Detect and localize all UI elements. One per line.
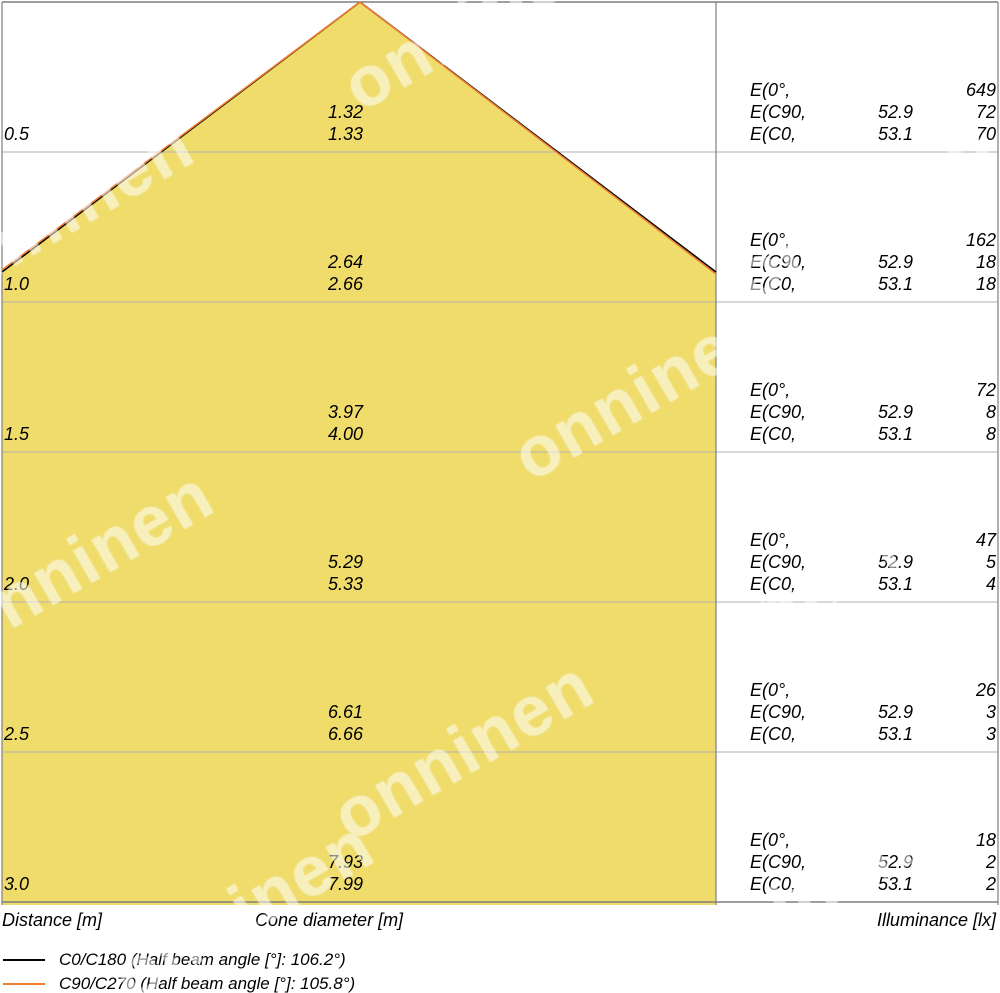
e0-label: E(0°, <box>750 830 790 851</box>
distance-value: 0.5 <box>4 124 29 145</box>
ec90-angle: 52.9 <box>878 102 913 123</box>
ec0-angle: 53.1 <box>878 124 913 145</box>
ec0-label: E(C0, <box>750 274 796 295</box>
e0-value: 72 <box>976 380 996 401</box>
ec90-value: 5 <box>986 552 996 573</box>
ec0-label: E(C0, <box>750 874 796 895</box>
distance-value: 1.0 <box>4 274 29 295</box>
legend-text-c0: C0/C180 (Half beam angle [°]: 106.2°) <box>59 950 346 970</box>
ec0-label: E(C0, <box>750 124 796 145</box>
e0-label: E(0°, <box>750 80 790 101</box>
cone-diameter-bot: 1.33 <box>328 124 363 145</box>
e0-value: 47 <box>976 530 996 551</box>
legend-line-c90 <box>3 983 45 985</box>
cone-diameter-top: 5.29 <box>328 552 363 573</box>
cone-diameter-bot: 2.66 <box>328 274 363 295</box>
ec90-label: E(C90, <box>750 702 806 723</box>
ec0-angle: 53.1 <box>878 574 913 595</box>
ec0-label: E(C0, <box>750 724 796 745</box>
legend-line-c0 <box>3 959 45 961</box>
ec90-value: 18 <box>976 252 996 273</box>
legend-c0: C0/C180 (Half beam angle [°]: 106.2°) <box>3 950 346 970</box>
e0-label: E(0°, <box>750 530 790 551</box>
ec0-angle: 53.1 <box>878 424 913 445</box>
e0-value: 162 <box>966 230 996 251</box>
cone-diameter-bot: 6.66 <box>328 724 363 745</box>
legend-c90: C90/C270 (Half beam angle [°]: 105.8°) <box>3 974 355 993</box>
legend-text-c90: C90/C270 (Half beam angle [°]: 105.8°) <box>59 974 355 993</box>
axis-illuminance: Illuminance [lx] <box>877 910 996 931</box>
ec90-value: 3 <box>986 702 996 723</box>
axis-cone: Cone diameter [m] <box>255 910 403 931</box>
ec90-label: E(C90, <box>750 402 806 423</box>
ec0-label: E(C0, <box>750 574 796 595</box>
e0-value: 26 <box>976 680 996 701</box>
ec0-label: E(C0, <box>750 424 796 445</box>
cone-diameter-bot: 5.33 <box>328 574 363 595</box>
ec90-angle: 52.9 <box>878 552 913 573</box>
ec90-label: E(C90, <box>750 252 806 273</box>
ec0-value: 70 <box>976 124 996 145</box>
axis-distance: Distance [m] <box>2 910 102 931</box>
cone-diameter-top: 2.64 <box>328 252 363 273</box>
ec90-label: E(C90, <box>750 102 806 123</box>
distance-value: 2.5 <box>4 724 29 745</box>
distance-value: 3.0 <box>4 874 29 895</box>
ec0-value: 3 <box>986 724 996 745</box>
cone-diameter-bot: 7.99 <box>328 874 363 895</box>
cone-diameter-top: 7.93 <box>328 852 363 873</box>
ec90-label: E(C90, <box>750 852 806 873</box>
e0-label: E(0°, <box>750 680 790 701</box>
ec90-angle: 52.9 <box>878 252 913 273</box>
cone-chart: 0.51.321.33E(0°,E(C90,E(C0,52.953.164972… <box>0 0 1000 993</box>
ec0-angle: 53.1 <box>878 724 913 745</box>
ec90-value: 72 <box>976 102 996 123</box>
ec90-value: 2 <box>986 852 996 873</box>
distance-value: 2.0 <box>4 574 29 595</box>
distance-value: 1.5 <box>4 424 29 445</box>
cone-diameter-top: 3.97 <box>328 402 363 423</box>
ec0-value: 18 <box>976 274 996 295</box>
cone-diameter-top: 6.61 <box>328 702 363 723</box>
e0-label: E(0°, <box>750 230 790 251</box>
ec0-angle: 53.1 <box>878 874 913 895</box>
e0-value: 649 <box>966 80 996 101</box>
ec90-angle: 52.9 <box>878 702 913 723</box>
e0-label: E(0°, <box>750 380 790 401</box>
ec90-value: 8 <box>986 402 996 423</box>
ec90-angle: 52.9 <box>878 852 913 873</box>
ec0-value: 2 <box>986 874 996 895</box>
cone-diameter-top: 1.32 <box>328 102 363 123</box>
cone-diameter-bot: 4.00 <box>328 424 363 445</box>
ec90-angle: 52.9 <box>878 402 913 423</box>
ec90-label: E(C90, <box>750 552 806 573</box>
e0-value: 18 <box>976 830 996 851</box>
ec0-angle: 53.1 <box>878 274 913 295</box>
ec0-value: 4 <box>986 574 996 595</box>
ec0-value: 8 <box>986 424 996 445</box>
